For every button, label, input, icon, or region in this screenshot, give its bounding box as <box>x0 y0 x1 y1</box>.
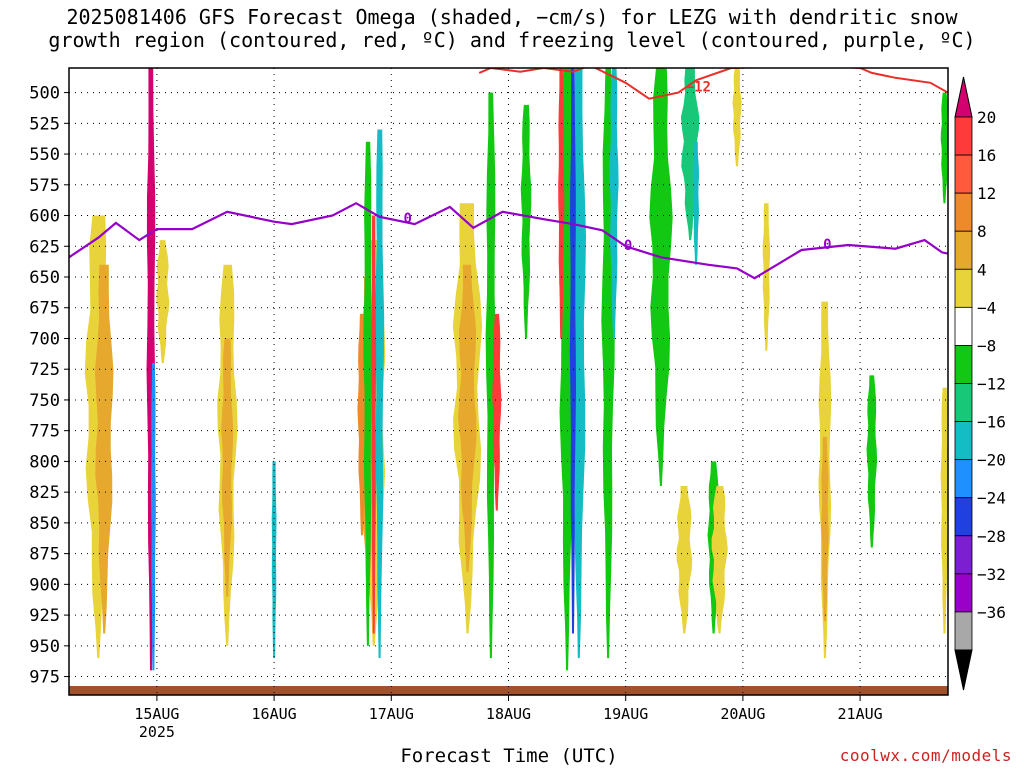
colorbar-label: −12 <box>977 375 1006 394</box>
omega-shade-region <box>156 240 170 364</box>
x-tick-label: 16AUG <box>252 705 297 723</box>
x-tick-label: 18AUG <box>486 705 531 723</box>
chart-title: 2025081406 GFS Forecast Omega (shaded, −… <box>0 6 1024 52</box>
colorbar-label: 16 <box>977 146 996 165</box>
dgz-contour-label: −12 <box>686 79 711 95</box>
omega-shade-region <box>940 92 948 204</box>
colorbar-label: −28 <box>977 527 1006 546</box>
y-tick-label: 625 <box>29 237 60 257</box>
x-tick-label: 20AUG <box>720 705 765 723</box>
freezing-level-label: 0 <box>403 211 411 227</box>
y-tick-label: 875 <box>29 545 60 565</box>
x-tick-label: 17AUG <box>369 705 414 723</box>
omega-shade-region <box>520 104 532 339</box>
y-tick-label: 675 <box>29 299 60 319</box>
colorbar-label: −32 <box>977 565 1006 584</box>
colorbar-swatch <box>954 383 973 422</box>
omega-shade-region <box>94 264 114 634</box>
freezing-level-label: 0 <box>823 237 831 253</box>
colorbar-swatch <box>954 230 973 270</box>
omega-shade-region <box>866 375 878 548</box>
title-line-2: growth region (contoured, red, ºC) and f… <box>48 28 976 52</box>
omega-shade-region <box>363 141 373 646</box>
colorbar-label: −20 <box>977 451 1006 470</box>
y-tick-label: 925 <box>29 606 60 626</box>
colorbar-swatch <box>954 345 973 384</box>
omega-shade-region <box>375 129 385 659</box>
y-tick-label: 650 <box>29 268 60 288</box>
omega-shade-region <box>458 264 477 573</box>
omega-shade-region <box>609 68 619 339</box>
credit-link[interactable]: coolwx.com/models <box>839 746 1012 765</box>
omega-shade-region <box>271 461 277 659</box>
y-tick-label: 725 <box>29 360 60 380</box>
omega-shade-region <box>569 68 576 634</box>
omega-shade-region <box>558 68 565 339</box>
omega-shade-region <box>821 436 829 622</box>
omega-shade-region <box>676 486 693 634</box>
y-tick-label: 500 <box>29 84 60 104</box>
y-tick-label: 575 <box>29 176 60 196</box>
y-tick-label: 600 <box>29 207 60 227</box>
y-tick-label: 900 <box>29 575 60 595</box>
y-tick-label: 550 <box>29 145 60 165</box>
colorbar-label: 20 <box>977 108 996 127</box>
y-tick-label: 825 <box>29 483 60 503</box>
freezing-level-line <box>69 201 948 280</box>
freezing-level-label: 0 <box>624 238 632 254</box>
y-tick-label: 700 <box>29 329 60 349</box>
colorbar-swatch <box>954 192 973 232</box>
colorbar-label: 8 <box>977 222 987 241</box>
omega-shade-region <box>371 215 377 634</box>
title-line-1: 2025081406 GFS Forecast Omega (shaded, −… <box>66 5 958 29</box>
colorbar-swatch <box>954 535 973 575</box>
omega-shade-region <box>762 203 771 351</box>
x-tick-label: 19AUG <box>603 705 648 723</box>
x-tick-label: 21AUG <box>838 705 883 723</box>
colorbar-bottom-arrow <box>954 649 973 691</box>
colorbar-top-arrow <box>954 76 973 118</box>
omega-shade-region <box>485 92 497 659</box>
colorbar-label: −8 <box>977 336 996 355</box>
terrain-strip <box>69 686 948 695</box>
x-tick-label: 15AUG <box>134 705 179 723</box>
y-tick-label: 775 <box>29 422 60 442</box>
y-tick-label: 525 <box>29 114 60 134</box>
x-axis-label: Forecast Time (UTC) <box>400 745 618 767</box>
dgz-contour-line <box>478 68 948 100</box>
omega-shade-region <box>692 141 699 265</box>
omega-shade-region <box>732 68 742 167</box>
colorbar-label: −4 <box>977 298 996 317</box>
y-tick-label: 800 <box>29 452 60 472</box>
colorbar-label: 12 <box>977 184 996 203</box>
omega-shade-region <box>649 68 673 486</box>
colorbar-swatch <box>954 154 973 194</box>
colorbar-swatch <box>954 116 973 156</box>
colorbar-swatch <box>954 306 973 346</box>
y-tick-label: 850 <box>29 514 60 534</box>
plot-content: 0 0 0 −12 <box>69 68 948 695</box>
omega-shade-region <box>221 338 234 597</box>
colorbar-swatch <box>954 421 973 461</box>
colorbar-label: −24 <box>977 489 1006 508</box>
colorbar-swatch <box>954 573 973 613</box>
colorbar-label: −36 <box>977 603 1006 622</box>
colorbar-label: 4 <box>977 260 987 279</box>
colorbar-label: −16 <box>977 413 1006 432</box>
colorbar-swatch <box>954 497 973 537</box>
omega-shade-region <box>150 363 156 671</box>
x-tick-sublabel: 2025 <box>139 723 175 741</box>
y-tick-label: 950 <box>29 637 60 657</box>
y-tick-label: 750 <box>29 391 60 411</box>
y-tick-label: 975 <box>29 668 60 688</box>
colorbar-swatch <box>954 611 973 651</box>
omega-shade-region <box>492 313 502 511</box>
colorbar-swatch <box>954 268 973 308</box>
colorbar-swatch <box>954 459 973 499</box>
omega-shade-region <box>940 387 948 634</box>
